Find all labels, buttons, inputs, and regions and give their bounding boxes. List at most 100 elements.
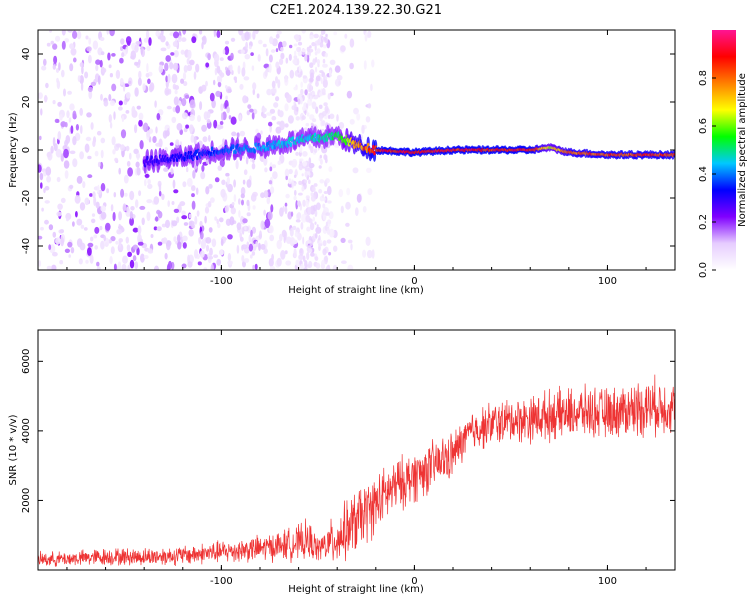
spectrogram-cell [251,65,255,71]
colorbar: 0.0 0.2 0.4 0.6 0.8 Normalized spectral ampl… [698,30,748,278]
spectrogram-cell [164,62,169,72]
spectrogram-cell [302,236,305,245]
spectrogram-cell [99,225,103,231]
spectrogram-cell [254,30,259,35]
spectrogram-cell [93,234,98,239]
spectrogram-cell [203,267,208,270]
spectrogram-cell [308,143,312,149]
spectrogram-cell [366,249,373,259]
spectrogram-cell [248,45,252,50]
spectrogram-cell [158,138,163,148]
spectrogram-cell [246,199,250,207]
spectrogram-cell [76,175,83,184]
spectrogram-cell [155,30,160,37]
spectrogram-cell [297,74,302,78]
spectrogram-cell [306,264,311,268]
spectrogram-cell [177,234,181,243]
spectrogram-cell [120,188,125,198]
spectrogram-cell [214,67,218,76]
spectrogram-cell [195,187,199,195]
spectrogram-cell [123,174,129,184]
spectrogram-y-label: Frequency (Hz) [8,112,19,188]
spectrogram-cell [187,261,193,268]
spectrogram-cell [88,54,92,64]
spectrogram-cell [187,49,192,60]
spectrogram-cell [277,160,282,165]
spectrogram-cell [313,33,319,39]
spectrogram-cell [333,31,338,36]
colorbar-tick-label: 0.4 [698,166,709,182]
spectrogram-cell [118,223,121,229]
spectrogram-cell [90,81,97,87]
spectrogram-cell [43,96,48,101]
spectrogram-cell [70,125,74,134]
spectrogram-cell [309,62,314,69]
spectrogram-cell [266,196,271,205]
spectrogram-cell [208,183,213,189]
spectrogram-cell [373,150,376,156]
spectrogram-cell [285,193,290,199]
spectrogram-cell [191,36,197,44]
spectrogram-cell [170,168,174,175]
spectrogram-cell [268,180,273,185]
spectrogram-cell [346,187,351,196]
spectrogram-cell [134,261,139,270]
spectrogram-cell [70,48,77,56]
spectrogram-cell [231,131,237,137]
spectrogram-cell [211,99,216,109]
spectrogram-cell [329,113,335,120]
spectrogram-cell [176,123,183,131]
spectrogram-cell [132,227,139,233]
spectrogram-cell [232,144,235,150]
spectrogram-cell [79,202,86,211]
spectrogram-cell [103,100,109,107]
spectrogram-cell [295,151,299,156]
spectrogram-cell [229,64,233,73]
spectrogram-cell [68,117,72,123]
spectrogram-cell [319,42,324,48]
spectrogram-cell [305,122,310,127]
spectrogram-cell [273,102,279,108]
spectrogram-cell [275,33,280,39]
spectrogram-cell [124,192,128,197]
spectrogram-cell [362,206,367,213]
spectrogram-cell [260,220,265,230]
spectrogram-cell [122,203,127,212]
spectrogram-cell [44,219,49,225]
spectrogram-cell [128,77,133,87]
colorbar-gradient [712,30,736,270]
spectrogram-cell [109,30,115,37]
spectrogram-cell [194,149,198,155]
spectrogram-cell [301,30,306,34]
spectrogram-cell [295,116,300,121]
spectrogram-cell [207,201,212,208]
spectrogram-cell [75,124,79,131]
spectrogram-cell [210,146,214,152]
spectrogram-cell [338,122,345,129]
spectrogram-cell [56,211,62,217]
spectrogram-cell [255,241,259,248]
spectrogram-cell [96,261,100,267]
spectrogram-cell [324,157,328,164]
spectrogram-cell [125,46,129,54]
spectrogram-cell [41,65,47,71]
spectrogram-cell [214,177,220,183]
spectrogram-cell [221,112,224,121]
spectrogram-cell [309,222,315,231]
spectrogram-cell [302,199,306,207]
spectrogram-cell [294,50,297,57]
spectrogram-cell [64,170,69,179]
spectrogram-cell [352,167,359,174]
spectrogram-cell [248,243,254,252]
spectrogram-cell [202,136,208,143]
spectrogram-cell [262,113,267,119]
spectrogram-cell [169,32,174,36]
spectrogram-cell [217,81,222,88]
spectrogram-cell [226,106,230,114]
spectrogram-cell [204,215,207,224]
spectrogram-cell [116,229,122,235]
spectrogram-cell [315,56,318,63]
spectrogram-cell [60,229,64,234]
spectrogram-cell [50,145,54,154]
spectrogram-cell [241,255,245,263]
